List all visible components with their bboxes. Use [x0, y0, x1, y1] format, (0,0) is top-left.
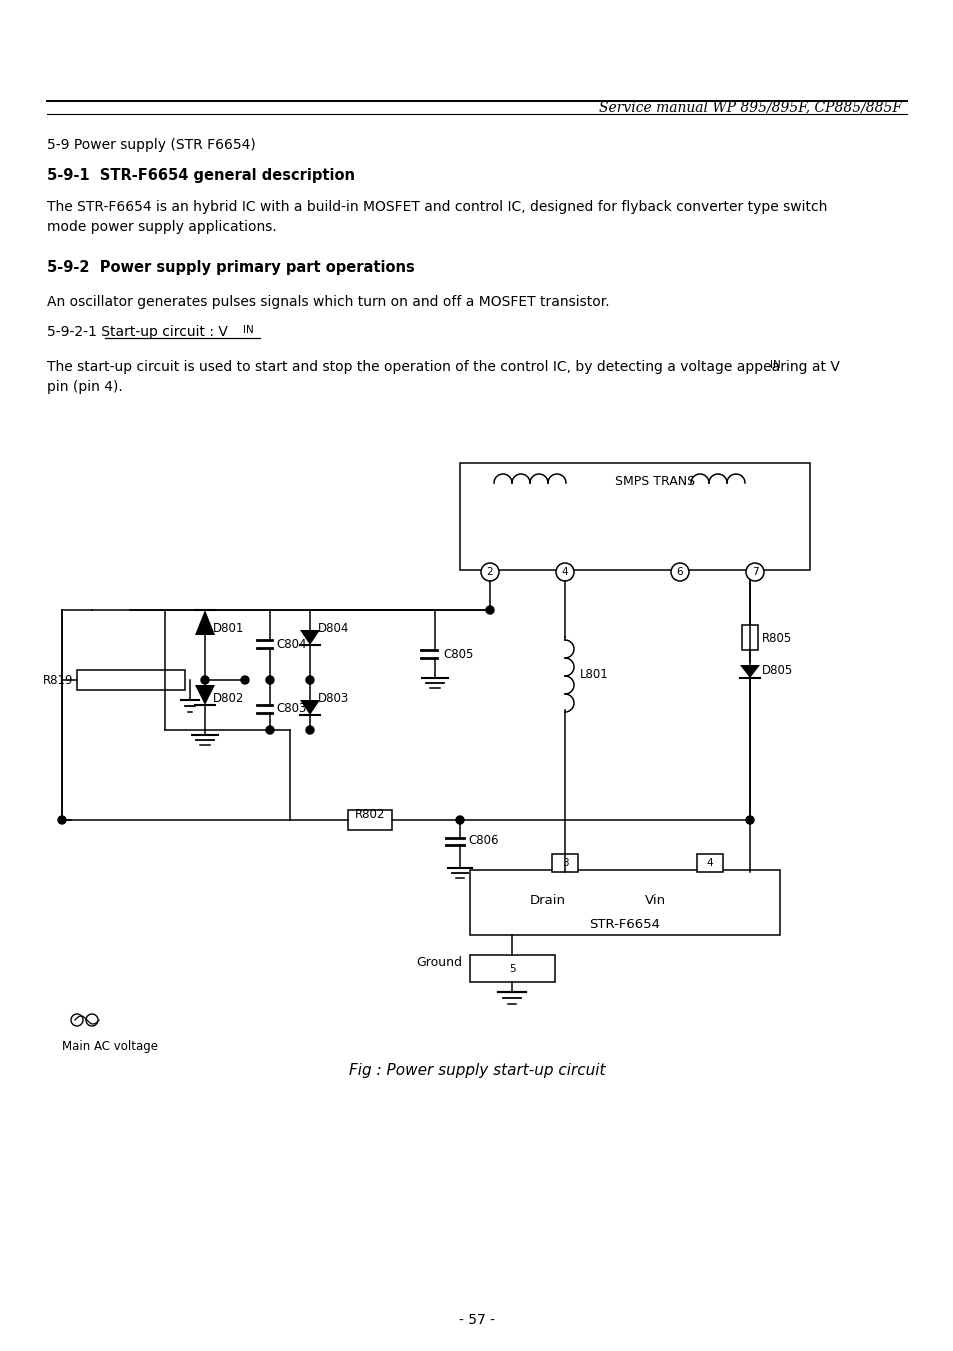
Polygon shape — [299, 700, 319, 715]
Circle shape — [745, 563, 763, 581]
Text: The start-up circuit is used to start and stop the operation of the control IC, : The start-up circuit is used to start an… — [47, 359, 839, 374]
Text: IN: IN — [243, 326, 253, 335]
Bar — [697, 854, 722, 871]
Text: - 57 -: - 57 - — [458, 1313, 495, 1327]
Text: D804: D804 — [317, 621, 349, 635]
Text: 4: 4 — [706, 858, 713, 867]
Text: D803: D803 — [317, 692, 349, 704]
Bar — [741, 626, 758, 650]
Text: 3: 3 — [561, 858, 568, 867]
Circle shape — [201, 676, 209, 684]
Text: D801: D801 — [213, 621, 244, 635]
Polygon shape — [194, 611, 214, 635]
Text: Drain: Drain — [530, 893, 565, 907]
Text: SMPS TRANS: SMPS TRANS — [615, 476, 695, 488]
Text: R819: R819 — [43, 674, 73, 686]
Text: 5: 5 — [509, 963, 516, 974]
Circle shape — [306, 725, 314, 734]
Circle shape — [480, 563, 498, 581]
Bar — [470, 955, 555, 982]
Text: STR-F6654: STR-F6654 — [589, 919, 659, 931]
Circle shape — [456, 816, 463, 824]
Text: C806: C806 — [468, 835, 498, 847]
Text: C804: C804 — [275, 638, 306, 650]
Circle shape — [306, 676, 314, 684]
Polygon shape — [194, 685, 214, 705]
Text: An oscillator generates pulses signals which turn on and off a MOSFET transistor: An oscillator generates pulses signals w… — [47, 295, 609, 309]
Circle shape — [556, 563, 574, 581]
Circle shape — [485, 607, 494, 613]
Polygon shape — [740, 665, 760, 678]
Text: L801: L801 — [579, 669, 608, 681]
Circle shape — [266, 725, 274, 734]
Bar — [459, 463, 809, 570]
Text: pin (pin 4).: pin (pin 4). — [47, 380, 123, 394]
Text: IN: IN — [769, 359, 780, 370]
Circle shape — [241, 676, 249, 684]
Circle shape — [58, 816, 66, 824]
Polygon shape — [299, 630, 319, 644]
Text: 7: 7 — [751, 567, 758, 577]
Circle shape — [670, 563, 688, 581]
Text: Main AC voltage: Main AC voltage — [62, 1040, 158, 1052]
Text: Vin: Vin — [644, 893, 665, 907]
Text: Fig : Power supply start-up circuit: Fig : Power supply start-up circuit — [349, 1062, 604, 1078]
Circle shape — [71, 1015, 83, 1025]
Text: R805: R805 — [761, 631, 791, 644]
Text: 4: 4 — [561, 567, 568, 577]
Text: Service manual WP 895/895F, CP885/885F: Service manual WP 895/895F, CP885/885F — [598, 100, 901, 113]
Text: R802: R802 — [355, 808, 385, 821]
Text: mode power supply applications.: mode power supply applications. — [47, 220, 276, 234]
Text: The STR-F6654 is an hybrid IC with a build-in MOSFET and control IC, designed fo: The STR-F6654 is an hybrid IC with a bui… — [47, 200, 826, 213]
Bar — [348, 811, 392, 830]
Text: D802: D802 — [213, 692, 244, 704]
Text: D805: D805 — [761, 663, 792, 677]
Text: 5-9-2-1 Start-up circuit : V: 5-9-2-1 Start-up circuit : V — [47, 326, 228, 339]
Text: 5-9-1  STR-F6654 general description: 5-9-1 STR-F6654 general description — [47, 168, 355, 182]
Text: C803: C803 — [275, 703, 306, 716]
Text: Ground: Ground — [416, 957, 461, 970]
Text: 5-9-2  Power supply primary part operations: 5-9-2 Power supply primary part operatio… — [47, 259, 415, 276]
Text: 5-9 Power supply (STR F6654): 5-9 Power supply (STR F6654) — [47, 138, 255, 153]
Text: 6: 6 — [676, 567, 682, 577]
Circle shape — [86, 1015, 98, 1025]
Circle shape — [745, 816, 753, 824]
Bar — [552, 854, 578, 871]
Bar — [470, 870, 780, 935]
Circle shape — [266, 676, 274, 684]
Text: 2: 2 — [486, 567, 493, 577]
Text: C805: C805 — [442, 647, 473, 661]
Bar — [77, 670, 185, 690]
